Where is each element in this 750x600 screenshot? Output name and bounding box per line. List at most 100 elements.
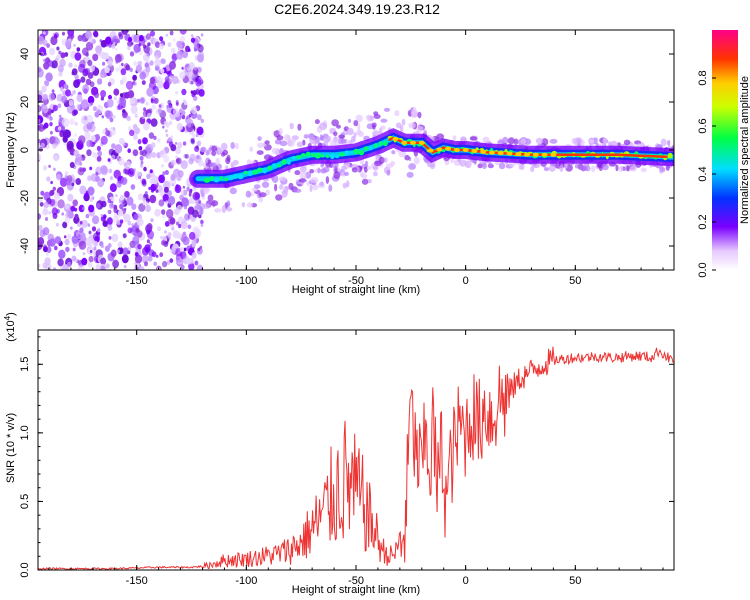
- noise-blob: [126, 196, 134, 206]
- noise-blob: [162, 213, 166, 218]
- ridge-peak: [363, 146, 369, 151]
- ridge-halo: [325, 176, 330, 184]
- noise-blob: [41, 85, 47, 93]
- ridge-halo: [309, 136, 316, 145]
- noise-blob: [70, 93, 73, 97]
- noise-blob: [110, 249, 117, 257]
- ridge-halo: [530, 165, 535, 173]
- noise-blob: [187, 48, 191, 52]
- noise-blob: [175, 102, 179, 106]
- ridge-halo: [310, 177, 319, 184]
- colorbar-tick-label: 0.2: [697, 214, 709, 229]
- noise-blob: [100, 257, 107, 265]
- ridge-halo: [220, 142, 228, 151]
- noise-blob: [38, 139, 41, 144]
- ridge-halo: [245, 190, 252, 198]
- noise-blob: [170, 144, 177, 152]
- noise-blob: [159, 149, 167, 158]
- noise-blob: [195, 145, 199, 150]
- noise-blob: [108, 72, 112, 76]
- noise-blob: [119, 194, 125, 201]
- noise-blob: [158, 104, 162, 108]
- ridge-halo: [299, 171, 307, 180]
- chart-title: C2E6.2024.349.19.23.R12: [274, 1, 440, 17]
- ridge-peak: [344, 150, 350, 155]
- noise-blob: [194, 260, 199, 266]
- noise-blob: [151, 175, 159, 185]
- noise-blob: [75, 153, 83, 163]
- x-tick-label: -50: [348, 275, 364, 287]
- noise-blob: [162, 194, 169, 202]
- ridge-halo: [257, 142, 265, 149]
- ridge-halo: [341, 165, 348, 171]
- noise-blob: [153, 261, 157, 266]
- noise-blob: [138, 43, 141, 47]
- ridge-halo: [589, 139, 595, 144]
- noise-blob: [119, 97, 127, 107]
- noise-blob: [198, 200, 201, 205]
- ridge-halo: [417, 111, 422, 119]
- ridge-halo: [543, 167, 550, 172]
- ridge-peak: [326, 154, 329, 159]
- noise-blob: [113, 204, 118, 210]
- spectrogram-ticks: -150 -100 -50 0 50 -40 -20 0 20 40: [19, 30, 674, 287]
- ridge-peak: [237, 174, 244, 180]
- ridge-halo: [520, 138, 527, 145]
- noise-blob: [96, 155, 102, 162]
- noise-blob: [123, 111, 128, 117]
- noise-blob: [155, 254, 159, 258]
- ridge-halo: [309, 169, 315, 174]
- noise-blob: [82, 47, 89, 56]
- noise-blob: [114, 54, 122, 63]
- noise-blob: [175, 146, 181, 155]
- noise-blob: [133, 213, 139, 220]
- noise-blob: [59, 114, 62, 118]
- ridge-peak: [330, 153, 335, 160]
- noise-blob: [42, 165, 48, 171]
- noise-blob: [55, 222, 59, 227]
- noise-blob: [198, 160, 204, 167]
- noise-blob: [76, 104, 81, 110]
- ridge-halo: [211, 145, 218, 152]
- ridge-halo: [459, 159, 467, 167]
- noise-blob: [88, 255, 94, 263]
- noise-blob: [71, 255, 77, 262]
- ridge-peak: [358, 150, 365, 156]
- ridge-core-peak: [401, 140, 408, 145]
- noise-blob: [62, 221, 68, 229]
- ridge-halo: [574, 163, 579, 169]
- noise-blob: [67, 193, 74, 202]
- noise-blob: [38, 263, 41, 268]
- noise-blob: [88, 204, 95, 213]
- noise-blob: [86, 149, 92, 157]
- ridge-halo: [477, 163, 483, 169]
- noise-blob: [193, 66, 197, 71]
- noise-blob: [164, 230, 167, 234]
- noise-blob: [134, 113, 138, 118]
- noise-blob: [43, 201, 49, 209]
- noise-blob: [137, 139, 142, 145]
- noise-blob: [100, 90, 107, 98]
- noise-blob: [171, 224, 175, 228]
- ridge-halo: [347, 118, 352, 123]
- noise-blob: [40, 142, 45, 148]
- noise-blob: [149, 76, 156, 84]
- noise-blob: [153, 135, 157, 140]
- ridge-halo: [318, 181, 325, 187]
- noise-blob: [197, 53, 204, 63]
- ridge-peak: [383, 140, 388, 147]
- noise-blob: [175, 155, 178, 159]
- noise-blob: [165, 133, 169, 137]
- noise-blob: [95, 263, 102, 270]
- noise-blob: [182, 189, 188, 196]
- colorbar-tick-label: 0.0: [697, 262, 709, 277]
- colorbar-ticks: 0.0 0.2 0.4 0.6 0.8: [697, 70, 716, 278]
- noise-blob: [38, 66, 42, 73]
- ridge-halo: [256, 150, 264, 156]
- ridge-halo: [278, 176, 287, 182]
- spectrogram-plot-area: [38, 30, 674, 270]
- noise-blob: [172, 108, 179, 116]
- noise-blob: [100, 265, 106, 270]
- noise-blob: [42, 262, 48, 269]
- noise-blob: [176, 232, 183, 240]
